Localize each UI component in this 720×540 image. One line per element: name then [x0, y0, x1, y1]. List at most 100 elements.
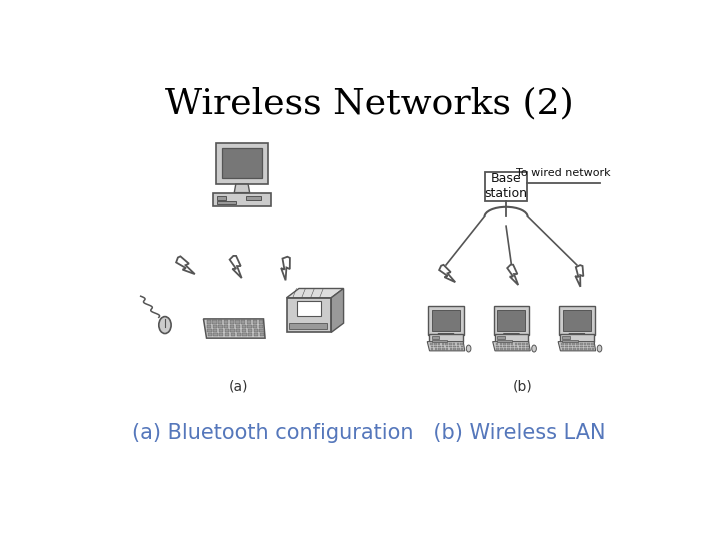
FancyBboxPatch shape [507, 343, 510, 345]
FancyBboxPatch shape [236, 329, 240, 332]
Ellipse shape [159, 316, 171, 334]
FancyBboxPatch shape [212, 325, 217, 328]
FancyBboxPatch shape [515, 348, 518, 350]
FancyBboxPatch shape [225, 333, 229, 336]
FancyBboxPatch shape [565, 346, 568, 347]
FancyBboxPatch shape [230, 329, 235, 332]
FancyBboxPatch shape [588, 343, 590, 345]
FancyBboxPatch shape [230, 320, 234, 323]
FancyBboxPatch shape [518, 346, 521, 347]
FancyBboxPatch shape [442, 348, 445, 350]
FancyBboxPatch shape [246, 197, 261, 200]
FancyBboxPatch shape [591, 346, 594, 347]
FancyBboxPatch shape [224, 320, 228, 323]
FancyBboxPatch shape [563, 310, 591, 331]
Polygon shape [331, 288, 343, 333]
FancyBboxPatch shape [457, 348, 459, 350]
FancyBboxPatch shape [224, 325, 228, 328]
FancyBboxPatch shape [503, 343, 506, 345]
Polygon shape [438, 334, 454, 335]
Polygon shape [230, 256, 242, 278]
FancyBboxPatch shape [218, 325, 222, 328]
FancyBboxPatch shape [446, 343, 448, 345]
FancyBboxPatch shape [565, 343, 567, 345]
FancyBboxPatch shape [212, 320, 217, 323]
FancyBboxPatch shape [500, 343, 502, 345]
FancyBboxPatch shape [500, 346, 503, 347]
FancyBboxPatch shape [592, 348, 594, 350]
FancyBboxPatch shape [230, 325, 234, 328]
FancyBboxPatch shape [213, 329, 217, 332]
FancyBboxPatch shape [498, 310, 526, 331]
FancyBboxPatch shape [438, 343, 441, 345]
Text: Wireless Networks (2): Wireless Networks (2) [165, 86, 573, 120]
FancyBboxPatch shape [456, 346, 459, 347]
FancyBboxPatch shape [461, 348, 464, 350]
FancyBboxPatch shape [259, 329, 264, 332]
FancyBboxPatch shape [237, 333, 240, 336]
FancyBboxPatch shape [431, 340, 447, 342]
Text: (a) Bluetooth configuration   (b) Wireless LAN: (a) Bluetooth configuration (b) Wireless… [132, 423, 606, 443]
Text: (b): (b) [513, 380, 533, 394]
FancyBboxPatch shape [231, 333, 235, 336]
FancyBboxPatch shape [218, 320, 222, 323]
FancyBboxPatch shape [562, 340, 578, 342]
FancyBboxPatch shape [515, 346, 518, 347]
FancyBboxPatch shape [438, 346, 441, 347]
FancyBboxPatch shape [431, 343, 433, 345]
FancyBboxPatch shape [216, 143, 268, 184]
FancyBboxPatch shape [453, 343, 456, 345]
FancyBboxPatch shape [461, 346, 463, 347]
FancyBboxPatch shape [500, 348, 503, 350]
FancyBboxPatch shape [219, 329, 223, 332]
FancyBboxPatch shape [562, 336, 570, 339]
FancyBboxPatch shape [434, 346, 437, 347]
FancyBboxPatch shape [438, 348, 441, 350]
Polygon shape [234, 184, 250, 193]
Polygon shape [569, 334, 585, 335]
FancyBboxPatch shape [580, 343, 582, 345]
FancyBboxPatch shape [297, 301, 321, 316]
FancyBboxPatch shape [561, 343, 564, 345]
FancyBboxPatch shape [446, 346, 448, 347]
FancyBboxPatch shape [584, 343, 586, 345]
FancyBboxPatch shape [219, 333, 223, 336]
FancyBboxPatch shape [258, 320, 263, 323]
FancyBboxPatch shape [591, 343, 594, 345]
FancyBboxPatch shape [562, 346, 564, 347]
FancyBboxPatch shape [243, 333, 246, 336]
FancyBboxPatch shape [580, 348, 583, 350]
FancyBboxPatch shape [441, 343, 444, 345]
FancyBboxPatch shape [241, 320, 246, 323]
Polygon shape [507, 265, 518, 285]
FancyBboxPatch shape [259, 325, 263, 328]
FancyBboxPatch shape [523, 348, 525, 350]
FancyBboxPatch shape [588, 348, 590, 350]
FancyBboxPatch shape [569, 343, 571, 345]
Polygon shape [492, 342, 530, 351]
FancyBboxPatch shape [511, 348, 514, 350]
FancyBboxPatch shape [442, 346, 444, 347]
FancyBboxPatch shape [526, 348, 529, 350]
FancyBboxPatch shape [518, 348, 521, 350]
FancyBboxPatch shape [235, 320, 240, 323]
FancyBboxPatch shape [580, 346, 582, 347]
FancyBboxPatch shape [573, 348, 575, 350]
FancyBboxPatch shape [431, 346, 433, 347]
FancyBboxPatch shape [248, 329, 252, 332]
FancyBboxPatch shape [431, 348, 433, 350]
FancyBboxPatch shape [515, 343, 517, 345]
FancyBboxPatch shape [435, 348, 437, 350]
FancyBboxPatch shape [584, 348, 587, 350]
FancyBboxPatch shape [434, 343, 436, 345]
FancyBboxPatch shape [456, 343, 459, 345]
FancyBboxPatch shape [253, 320, 257, 323]
Ellipse shape [467, 345, 471, 352]
FancyBboxPatch shape [254, 333, 258, 336]
Ellipse shape [532, 345, 536, 352]
FancyBboxPatch shape [572, 346, 575, 347]
FancyBboxPatch shape [247, 320, 251, 323]
Polygon shape [281, 256, 290, 280]
FancyBboxPatch shape [213, 333, 217, 336]
FancyBboxPatch shape [496, 346, 498, 347]
